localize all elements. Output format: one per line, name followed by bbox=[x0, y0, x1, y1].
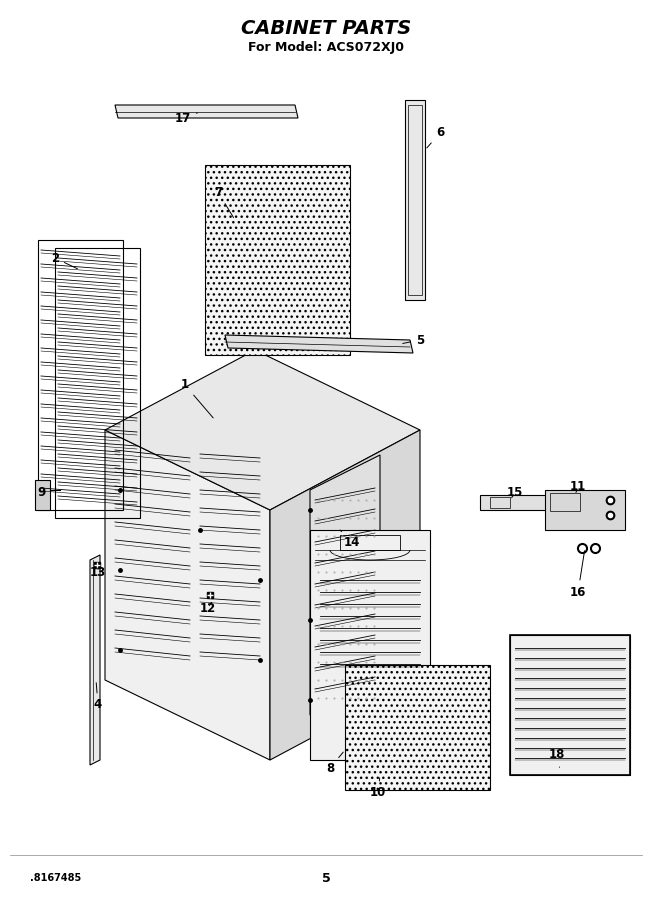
Polygon shape bbox=[35, 480, 50, 510]
Text: 10: 10 bbox=[370, 778, 386, 799]
Text: 11: 11 bbox=[570, 481, 586, 493]
Text: For Model: ACS072XJ0: For Model: ACS072XJ0 bbox=[248, 41, 404, 55]
Bar bbox=[490, 497, 510, 508]
Text: 14: 14 bbox=[340, 530, 360, 550]
Polygon shape bbox=[90, 555, 100, 765]
Text: 9: 9 bbox=[38, 485, 46, 499]
Polygon shape bbox=[310, 455, 380, 715]
Polygon shape bbox=[205, 165, 350, 355]
Text: 2: 2 bbox=[51, 251, 78, 269]
Polygon shape bbox=[115, 105, 298, 118]
Text: CABINET PARTS: CABINET PARTS bbox=[241, 19, 411, 38]
Text: 5: 5 bbox=[321, 871, 331, 885]
Text: 1: 1 bbox=[181, 379, 213, 418]
Bar bbox=[340, 535, 400, 550]
Text: 13: 13 bbox=[90, 565, 106, 579]
Bar bbox=[405, 100, 425, 300]
Text: 17: 17 bbox=[175, 112, 198, 124]
Text: 7: 7 bbox=[214, 185, 233, 218]
Bar bbox=[510, 635, 630, 775]
Polygon shape bbox=[105, 430, 270, 760]
Polygon shape bbox=[510, 635, 630, 775]
Bar bbox=[408, 105, 422, 295]
Bar bbox=[38, 240, 123, 510]
Polygon shape bbox=[345, 665, 490, 790]
Polygon shape bbox=[270, 430, 420, 760]
Text: 6: 6 bbox=[427, 127, 444, 148]
Text: 12: 12 bbox=[200, 601, 216, 615]
Text: 16: 16 bbox=[570, 551, 586, 598]
Bar bbox=[550, 493, 580, 511]
Polygon shape bbox=[480, 495, 570, 510]
Polygon shape bbox=[225, 335, 413, 353]
Polygon shape bbox=[545, 490, 625, 530]
Polygon shape bbox=[105, 350, 420, 510]
Text: 4: 4 bbox=[94, 683, 102, 712]
Polygon shape bbox=[310, 530, 430, 760]
Text: 15: 15 bbox=[507, 487, 523, 500]
Text: 8: 8 bbox=[326, 752, 343, 775]
Bar bbox=[55, 248, 140, 518]
Text: 18: 18 bbox=[549, 749, 565, 768]
Text: .8167485: .8167485 bbox=[30, 873, 82, 883]
Text: 5: 5 bbox=[403, 334, 424, 346]
